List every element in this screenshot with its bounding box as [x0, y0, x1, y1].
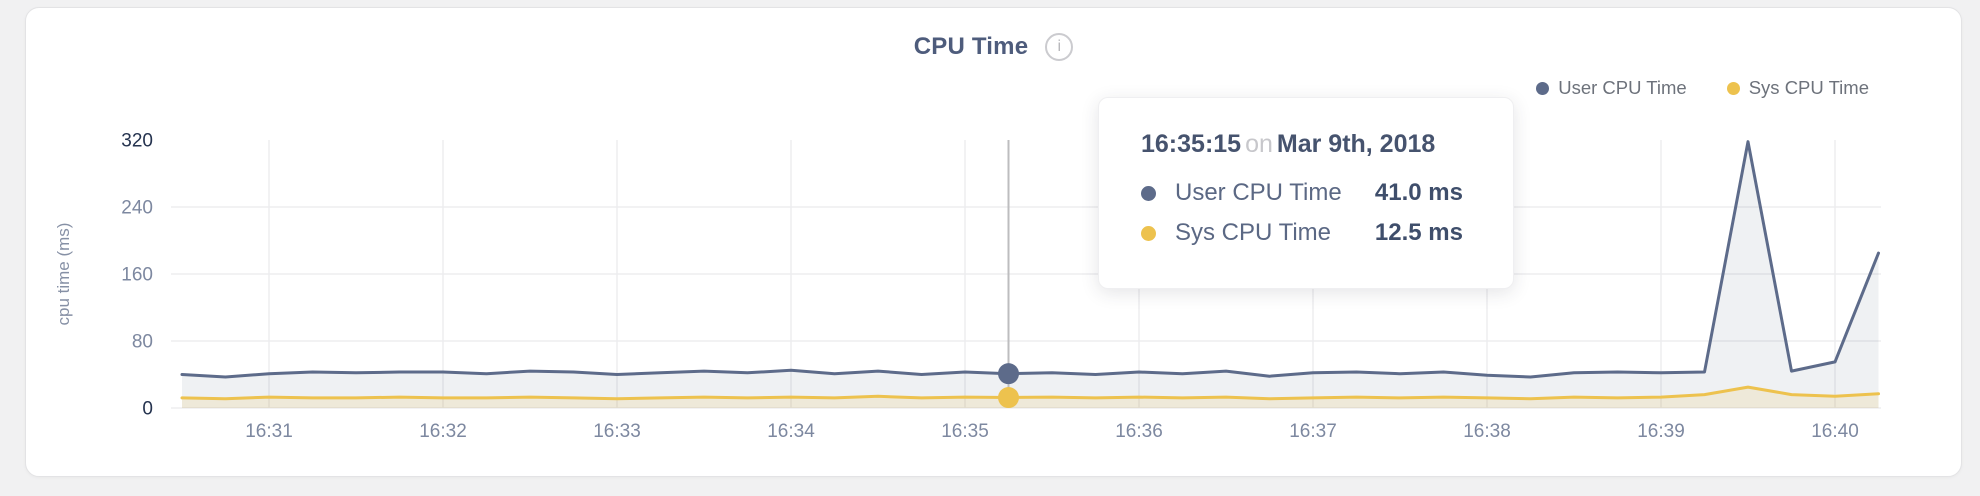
- chart-plot-area[interactable]: 16:31 16:32 16:33 16:34 16:35 16:36 16:37 16:38…: [26, 8, 1963, 478]
- hover-marker-user: [998, 363, 1019, 385]
- tooltip-date: Mar 9th, 2018: [1276, 130, 1436, 158]
- tooltip-header: 16:35:15 on Mar 9th, 2018: [1141, 130, 1463, 159]
- y-axis-title: cpu time (ms): [54, 222, 73, 326]
- x-tick-label-16:37: 16:37: [1289, 421, 1337, 442]
- chart-card: CPU Time i User CPU Time Sys CPU Time cp…: [25, 7, 1962, 477]
- series-area-user: [182, 141, 1879, 408]
- legend: User CPU Time Sys CPU Time: [1536, 76, 1869, 100]
- legend-item-user-cpu-time[interactable]: User CPU Time: [1536, 77, 1687, 99]
- tooltip-value-user-cpu: 41.0 ms: [1374, 179, 1463, 206]
- legend-item-sys-cpu-time[interactable]: Sys CPU Time: [1726, 77, 1869, 99]
- y-tick-label-160: 160: [121, 265, 153, 286]
- chart-header: CPU Time i: [26, 30, 1961, 64]
- tooltip-row-user-cpu: User CPU Time 41.0 ms: [1141, 173, 1463, 213]
- y-tick-label-320: 320: [121, 131, 153, 152]
- series-line-sys: [180, 385, 1880, 401]
- y-tick-label-240: 240: [121, 198, 153, 219]
- series-line-user: [180, 140, 1880, 379]
- tooltip-connector: on: [1245, 130, 1273, 158]
- x-tick-label-16:33: 16:33: [593, 421, 641, 442]
- legend-dot-sys-cpu-icon: [1726, 81, 1740, 95]
- y-tick-label-0: 0: [142, 399, 153, 420]
- series-dot-sys-cpu-icon: [1141, 225, 1156, 241]
- tooltip-value-sys-cpu: 12.5 ms: [1374, 219, 1463, 246]
- series-dot-user-cpu-icon: [1141, 185, 1156, 201]
- tooltip-label-sys-cpu: Sys CPU Time: [1175, 219, 1332, 246]
- x-tick-label-16:36: 16:36: [1115, 421, 1163, 442]
- x-tick-label-16:39: 16:39: [1637, 421, 1685, 442]
- x-tick-label-16:31: 16:31: [245, 421, 293, 442]
- x-tick-label-16:32: 16:32: [419, 421, 467, 442]
- x-tick-label-16:38: 16:38: [1463, 421, 1511, 442]
- tooltip: 16:35:15 on Mar 9th, 2018 User CPU Time 41…: [1098, 97, 1514, 289]
- tooltip-time: 16:35:15: [1141, 130, 1242, 158]
- info-icon[interactable]: i: [1045, 33, 1074, 61]
- legend-label-sys-cpu: Sys CPU Time: [1748, 77, 1869, 98]
- tooltip-label-user-cpu: User CPU Time: [1175, 179, 1342, 206]
- info-icon-glyph: i: [1057, 38, 1062, 55]
- x-tick-label-16:34: 16:34: [767, 421, 815, 442]
- hover-marker-sys: [998, 387, 1019, 409]
- chart-title: CPU Time: [913, 33, 1029, 60]
- legend-dot-user-cpu-icon: [1536, 81, 1550, 95]
- tooltip-row-sys-cpu: Sys CPU Time 12.5 ms: [1141, 213, 1463, 253]
- x-tick-label-16:40: 16:40: [1811, 421, 1859, 442]
- legend-label-user-cpu: User CPU Time: [1558, 77, 1687, 98]
- y-tick-label-80: 80: [132, 332, 153, 353]
- x-tick-label-16:35: 16:35: [941, 421, 989, 442]
